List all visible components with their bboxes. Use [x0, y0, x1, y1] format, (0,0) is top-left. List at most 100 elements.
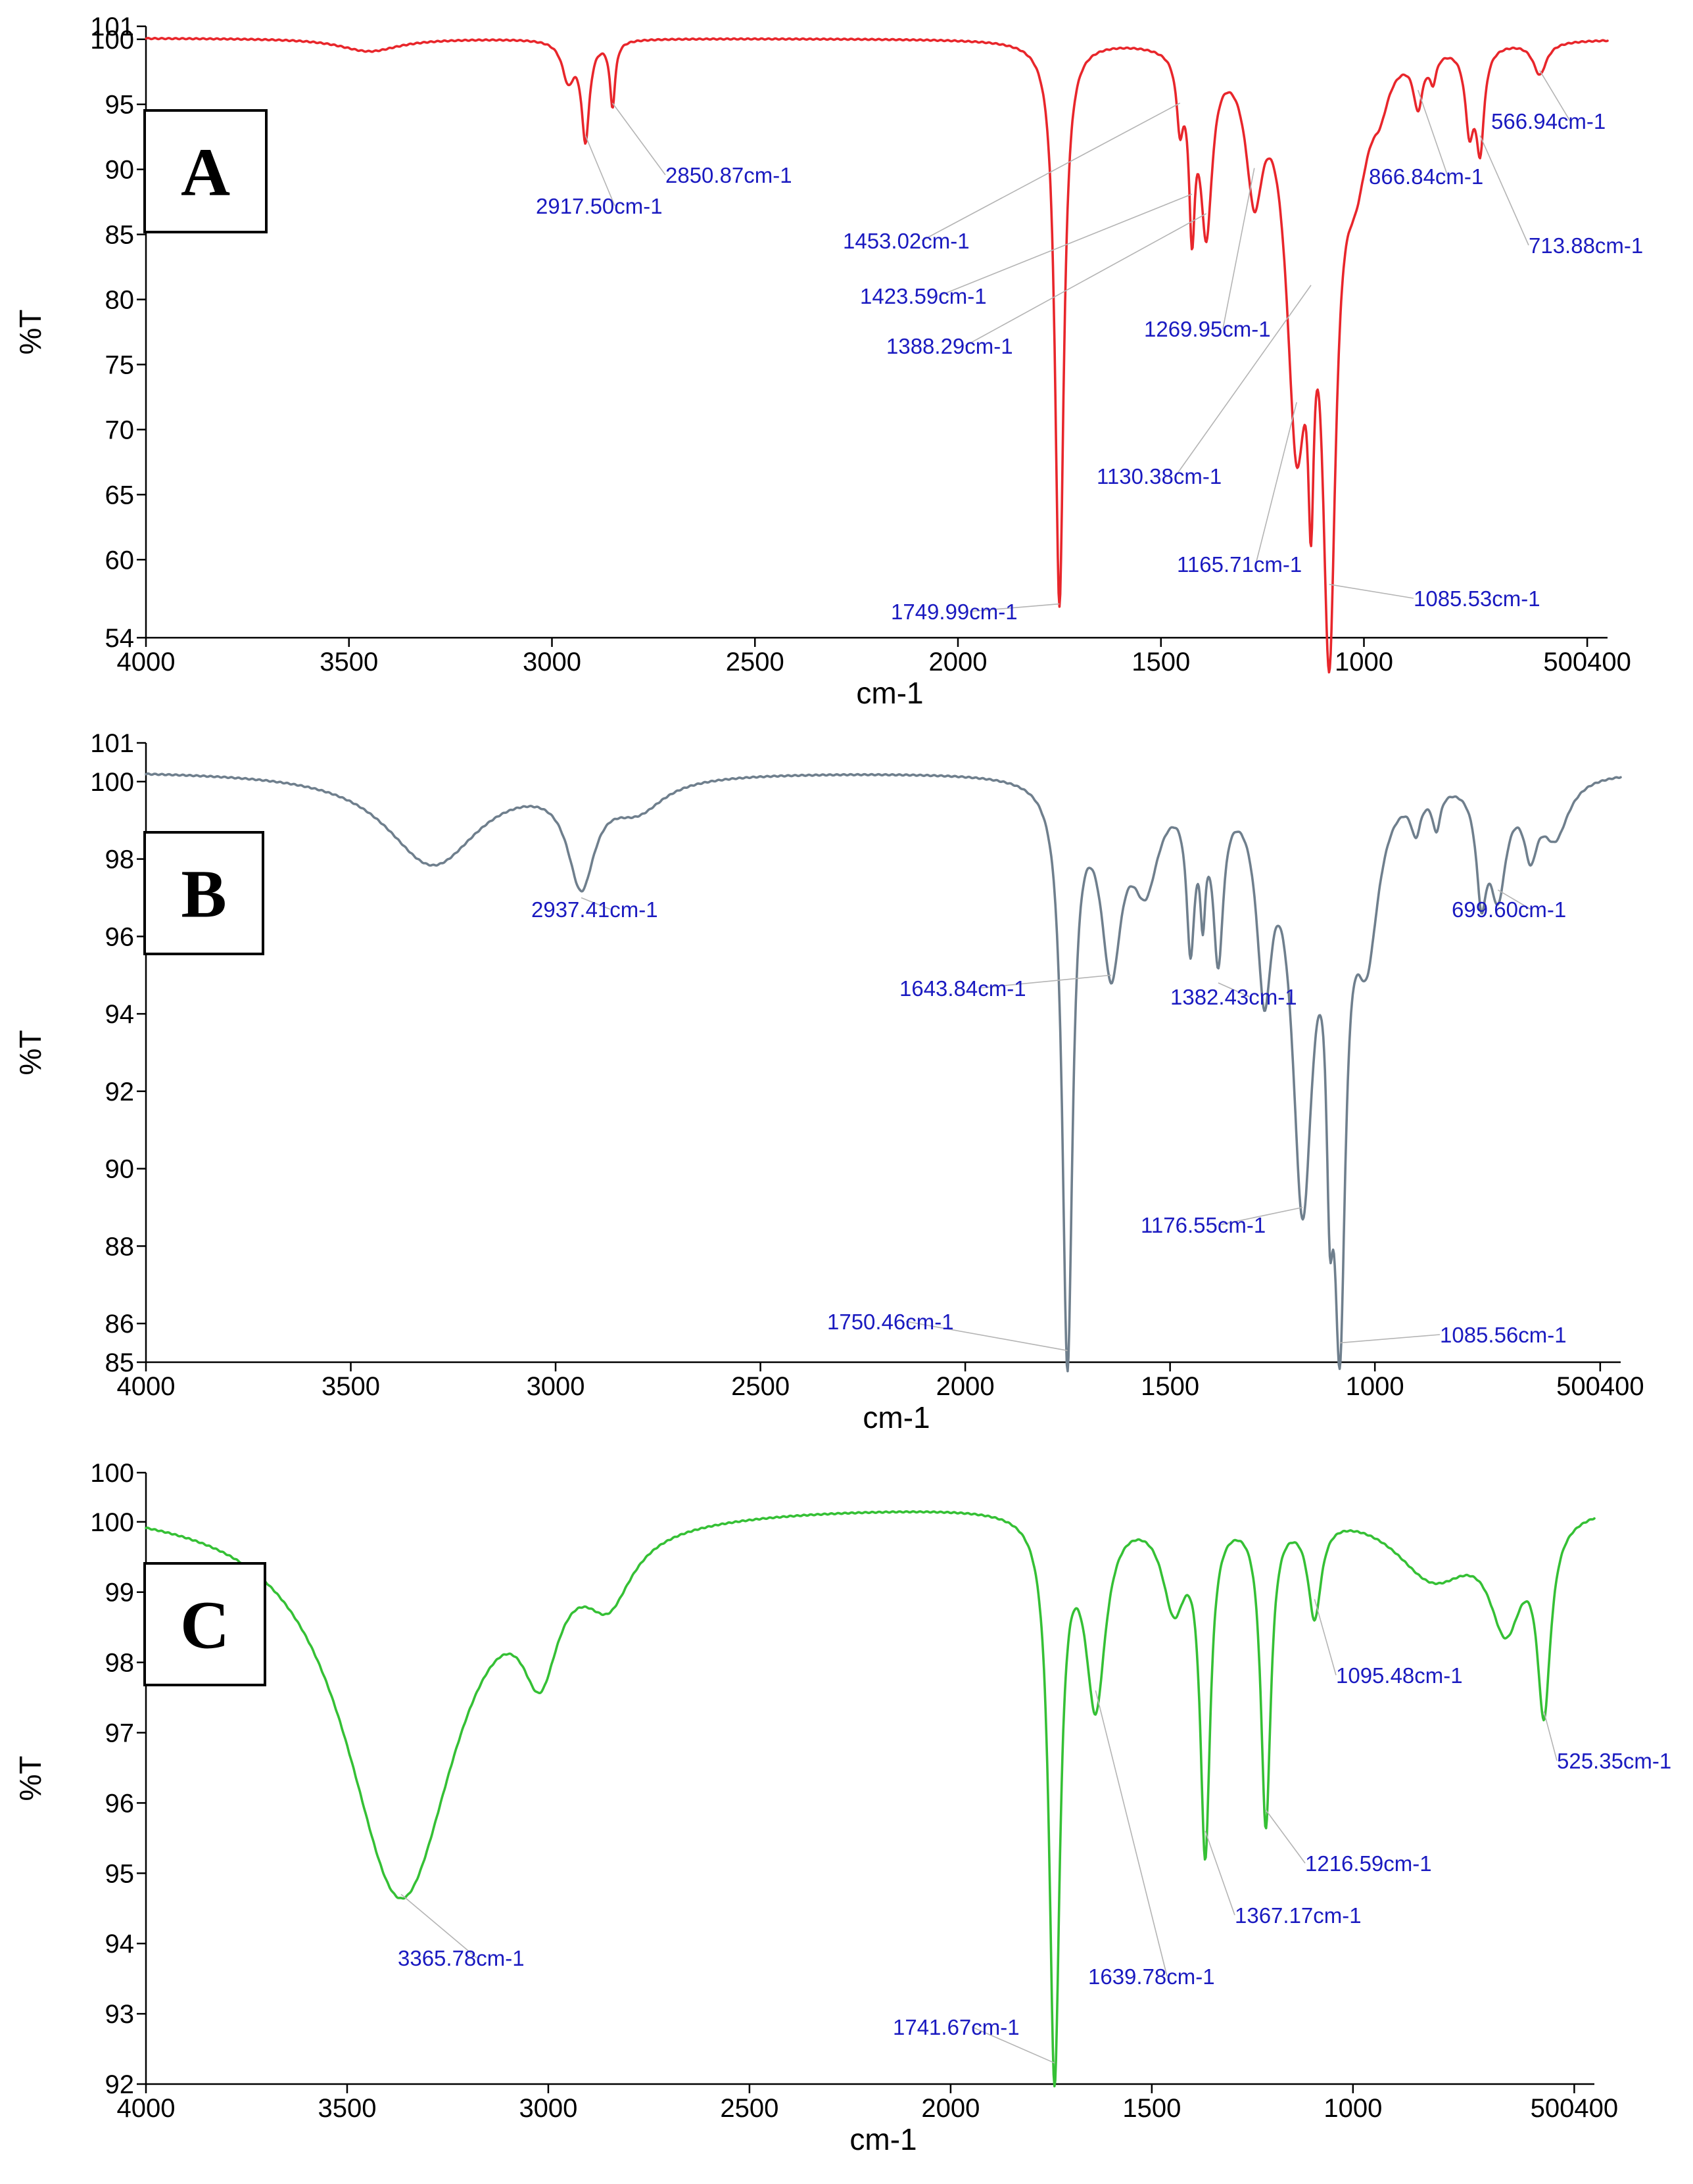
- peak-annotation: 1085.53cm-1: [1414, 586, 1540, 611]
- x-tick-label: 1500: [1122, 2094, 1181, 2123]
- peak-annotation: 1176.55cm-1: [1141, 1213, 1266, 1237]
- y-tick-label: 90: [105, 1155, 135, 1184]
- annotation-leader: [1479, 135, 1529, 246]
- peak-annotation: 1269.95cm-1: [1144, 317, 1271, 341]
- peak-annotation: 866.84cm-1: [1369, 164, 1483, 189]
- annotation-leader: [921, 103, 1181, 241]
- annotation-leader: [581, 897, 611, 910]
- panel-label-box: [143, 1562, 266, 1686]
- x-tick-label: 2000: [929, 648, 988, 677]
- y-tick-label: 94: [105, 1000, 135, 1029]
- y-tick-label: 96: [105, 1789, 135, 1818]
- y-tick-label: 85: [105, 1348, 135, 1377]
- peak-annotation: 2917.50cm-1: [536, 194, 663, 218]
- y-tick-label: 95: [105, 1859, 135, 1888]
- x-tick-label: 2500: [720, 2094, 778, 2123]
- peak-annotation: 2850.87cm-1: [665, 163, 792, 187]
- y-tick-label: 100: [90, 1459, 134, 1488]
- x-tick-label: 3500: [318, 2094, 376, 2123]
- x-tick-label: 2000: [936, 1372, 995, 1401]
- y-tick-label: 94: [105, 1930, 135, 1958]
- y-tick-label: 86: [105, 1310, 135, 1339]
- x-tick-label: 2000: [921, 2094, 980, 2123]
- peak-annotation: 3365.78cm-1: [398, 1946, 525, 1970]
- x-axis-title: cm-1: [849, 2122, 917, 2156]
- y-tick-label: 101: [90, 12, 134, 41]
- x-tick-label: 1000: [1335, 648, 1393, 677]
- y-tick-label: 65: [105, 481, 135, 510]
- x-tick-label: 4000: [117, 2094, 176, 2123]
- annotation-leader: [965, 213, 1207, 346]
- annotation-leader: [978, 974, 1112, 989]
- annotation-leader: [400, 1893, 477, 1958]
- peak-annotation: 1382.43cm-1: [1170, 985, 1297, 1009]
- y-tick-label: 101: [90, 729, 134, 758]
- peak-annotation: 713.88cm-1: [1529, 233, 1643, 258]
- x-tick-label: 3500: [322, 1372, 380, 1401]
- annotation-leader: [1219, 1206, 1303, 1225]
- annotation-leader: [1497, 890, 1531, 910]
- y-tick-label: 100: [90, 26, 134, 55]
- panel-label-box: [143, 831, 264, 955]
- annotation-leader: [969, 603, 1060, 612]
- y-tick-label: 60: [105, 546, 135, 575]
- peak-annotation: 1367.17cm-1: [1235, 1903, 1362, 1928]
- y-tick-label: 98: [105, 845, 135, 874]
- annotation-leader: [1339, 1334, 1441, 1344]
- y-tick-label: 100: [90, 1508, 134, 1537]
- annotation-leader: [1417, 89, 1448, 177]
- y-tick-label: 80: [105, 286, 135, 315]
- x-tick-label: 500400: [1531, 2094, 1618, 2123]
- annotation-leader: [611, 103, 666, 176]
- peak-annotation: 1130.38cm-1: [1097, 464, 1222, 488]
- annotation-leader: [905, 1321, 1068, 1352]
- x-tick-label: 1000: [1346, 1372, 1404, 1401]
- ftir-panel-b: 85 86 88 90 92 94 96 98 100 101 4000 3500 3000 2500 20…: [13, 729, 1644, 1435]
- annotation-leader: [1095, 1690, 1168, 1977]
- x-tick-label: 1500: [1141, 1372, 1199, 1401]
- peak-annotation: 1388.29cm-1: [886, 334, 1013, 358]
- peak-annotation: 1453.02cm-1: [843, 229, 970, 253]
- y-tick-label: 85: [105, 221, 135, 250]
- x-tick-label: 2500: [731, 1372, 790, 1401]
- peak-annotation: 1639.78cm-1: [1088, 1964, 1215, 1989]
- annotation-leader: [1175, 285, 1312, 477]
- y-axis-title: %T: [13, 1756, 47, 1801]
- annotation-leader: [1204, 1830, 1235, 1916]
- peak-annotation: 1750.46cm-1: [827, 1310, 954, 1334]
- y-tick-label: 95: [105, 91, 135, 120]
- x-tick-label: 3500: [320, 648, 378, 677]
- x-tick-label: 1000: [1323, 2094, 1382, 2123]
- peak-annotation: 566.94cm-1: [1491, 109, 1606, 133]
- y-tick-label: 88: [105, 1232, 135, 1261]
- peak-annotation: 699.60cm-1: [1452, 897, 1566, 922]
- annotation-leader: [1265, 1809, 1306, 1864]
- annotation-leader: [1218, 982, 1250, 997]
- x-tick-label: 3000: [523, 648, 581, 677]
- peak-annotation: 1741.67cm-1: [893, 2015, 1020, 2039]
- x-tick-label: 3000: [527, 1372, 585, 1401]
- panel-label: A: [181, 135, 230, 210]
- x-axis-title: cm-1: [856, 676, 923, 710]
- spectrum-series: [145, 772, 1622, 1373]
- annotation-leader: [1543, 1711, 1558, 1761]
- peak-annotation: 1216.59cm-1: [1305, 1851, 1432, 1876]
- peak-annotation: 2937.41cm-1: [531, 897, 658, 922]
- y-axis-title: %T: [13, 1030, 47, 1076]
- annotation-leader: [1314, 1599, 1337, 1676]
- ftir-panel-c: 92 93 94 95 96 97 98 99 100 100 4000 3500 3000 2500 20…: [13, 1459, 1671, 2156]
- annotation-leader: [1255, 402, 1297, 565]
- y-axis-title: %T: [13, 310, 47, 355]
- y-tick-label: 75: [105, 350, 135, 379]
- annotation-leader: [584, 135, 615, 206]
- y-tick-label: 92: [105, 2070, 135, 2099]
- x-tick-label: 4000: [117, 1372, 176, 1401]
- peak-annotation: 1085.56cm-1: [1440, 1323, 1567, 1347]
- peak-annotation: 1423.59cm-1: [860, 284, 987, 308]
- y-tick-label: 100: [90, 768, 134, 797]
- panel-label-box: [143, 109, 268, 233]
- x-axis-title: cm-1: [863, 1400, 930, 1435]
- x-tick-label: 3000: [519, 2094, 577, 2123]
